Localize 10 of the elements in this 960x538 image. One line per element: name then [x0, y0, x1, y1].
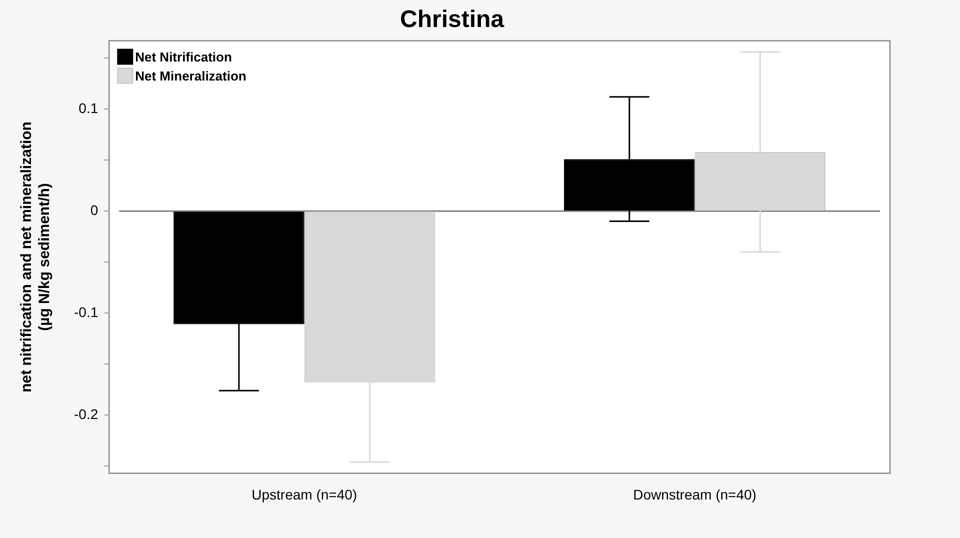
chart-title: Christina [400, 6, 505, 34]
legend-label: Net Nitrification [135, 49, 232, 64]
y-tick-label: -0.1 [74, 304, 98, 320]
x-tick-label: Downstream (n=40) [633, 486, 756, 502]
x-tick-label: Upstream (n=40) [252, 486, 358, 502]
y-tick-label: 0 [90, 202, 98, 218]
y-tick-label: -0.2 [74, 406, 98, 422]
y-tick-label: 0.1 [78, 100, 98, 116]
legend-label: Net Mineralization [135, 68, 246, 84]
y-axis-title: net nitrification and net mineralization (µg N/kg sediment/h) [18, 122, 54, 392]
